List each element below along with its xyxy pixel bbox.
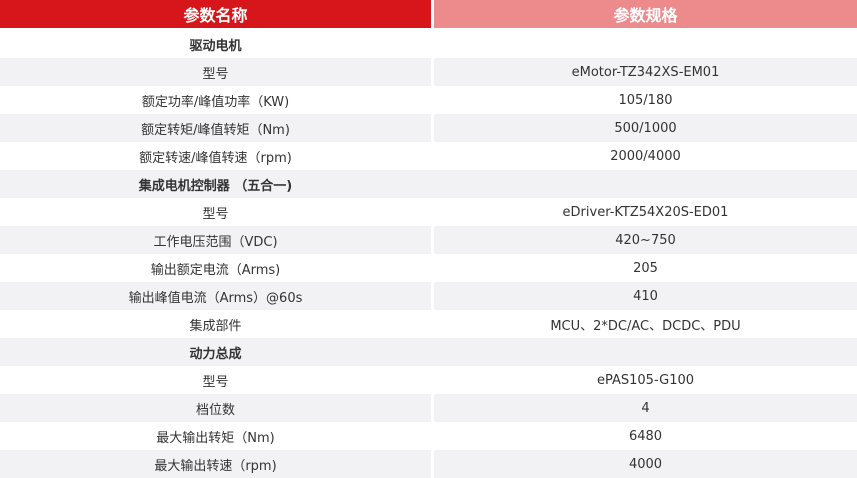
param-value: 4000: [434, 450, 857, 478]
param-value: 420~750: [434, 226, 857, 254]
param-value: eDriver-KTZ54X20S-ED01: [562, 204, 729, 220]
param-name: 额定功率/峰值功率（KW): [141, 94, 290, 110]
table-row: 输出峰值电流（Arms）@60s 410: [0, 282, 857, 310]
param-value: 205: [633, 260, 658, 276]
section-row: 集成电机控制器 （五合一): [0, 170, 857, 198]
header-param-name: 参数名称: [0, 0, 431, 28]
param-value: 6480: [628, 428, 663, 444]
table-row: 工作电压范围（VDC) 420~750: [0, 226, 857, 254]
param-value: 2000/4000: [610, 148, 681, 164]
param-value: [431, 170, 857, 198]
table-row: 额定功率/峰值功率（KW) 105/180: [0, 86, 857, 114]
header-param-spec: 参数规格: [434, 0, 857, 28]
param-name: 型号: [202, 374, 229, 390]
param-value: ePAS105-G100: [596, 372, 695, 388]
table-row: 额定转矩/峰值转矩（Nm) 500/1000: [0, 114, 857, 142]
param-name: 工作电压范围（VDC): [0, 226, 431, 254]
table-header: 参数名称 参数规格: [0, 0, 857, 30]
table-row: 型号 ePAS105-G100: [0, 366, 857, 394]
param-name: 额定转速/峰值转速（rpm): [139, 150, 292, 166]
param-name: 额定转矩/峰值转矩（Nm): [0, 114, 431, 142]
table-row: 型号 eMotor-TZ342XS-EM01: [0, 58, 857, 86]
param-value: MCU、2*DC/AC、DCDC、PDU: [550, 318, 741, 334]
param-name: 最大输出转矩（Nm): [156, 430, 275, 446]
section-row: 驱动电机: [0, 30, 857, 58]
param-value: 105/180: [618, 92, 673, 108]
table-row: 输出额定电流（Arms) 205: [0, 254, 857, 282]
table-row: 额定转速/峰值转速（rpm) 2000/4000: [0, 142, 857, 170]
param-value: eMotor-TZ342XS-EM01: [434, 58, 857, 86]
param-name: 集成部件: [189, 318, 242, 334]
param-value: [431, 30, 857, 58]
section-title: 集成电机控制器 （五合一): [0, 170, 431, 198]
param-name: 输出额定电流（Arms): [150, 262, 281, 278]
param-name: 档位数: [0, 394, 431, 422]
section-row: 动力总成: [0, 338, 857, 366]
param-value: [431, 338, 857, 366]
param-value: 410: [434, 282, 857, 310]
param-name: 型号: [0, 58, 431, 86]
param-name: 型号: [202, 206, 229, 222]
table-row: 型号 eDriver-KTZ54X20S-ED01: [0, 198, 857, 226]
section-title: 驱动电机: [189, 38, 242, 54]
param-name: 最大输出转速（rpm): [0, 450, 431, 478]
param-value: 500/1000: [434, 114, 857, 142]
table-row: 档位数 4: [0, 394, 857, 422]
table-row: 集成部件 MCU、2*DC/AC、DCDC、PDU: [0, 310, 857, 338]
section-title: 动力总成: [0, 338, 431, 366]
table-row: 最大输出转速（rpm) 4000: [0, 450, 857, 478]
param-value: 4: [434, 394, 857, 422]
table-row: 最大输出转矩（Nm) 6480: [0, 422, 857, 450]
table-body: 驱动电机 型号 eMotor-TZ342XS-EM01 额定功率/峰值功率（KW) 10…: [0, 30, 857, 478]
param-name: 输出峰值电流（Arms）@60s: [0, 282, 431, 310]
